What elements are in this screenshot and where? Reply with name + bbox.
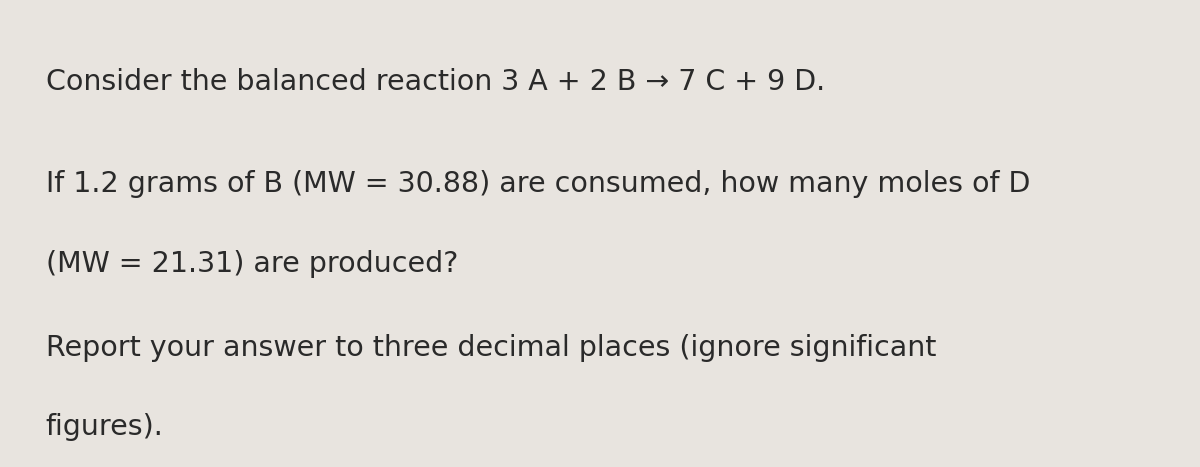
Text: Consider the balanced reaction 3 A + 2 B → 7 C + 9 D.: Consider the balanced reaction 3 A + 2 B… bbox=[46, 68, 824, 96]
Text: Report your answer to three decimal places (ignore significant: Report your answer to three decimal plac… bbox=[46, 334, 936, 362]
Text: If 1.2 grams of B (MW = 30.88) are consumed, how many moles of D: If 1.2 grams of B (MW = 30.88) are consu… bbox=[46, 170, 1030, 198]
Text: figures).: figures). bbox=[46, 413, 163, 441]
Text: (MW = 21.31) are produced?: (MW = 21.31) are produced? bbox=[46, 250, 458, 278]
